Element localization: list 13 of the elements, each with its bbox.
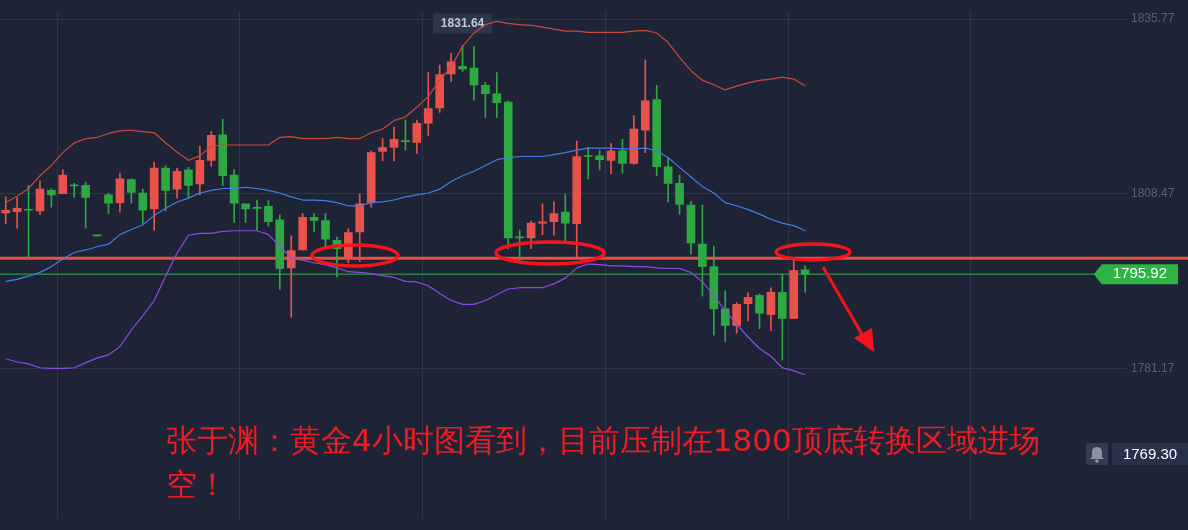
y-tick-label: 1781.17 <box>1131 360 1175 375</box>
candlestick <box>12 197 22 229</box>
y-tick-label: 1808.47 <box>1131 186 1175 201</box>
ref-line-label: 1795.92 <box>1112 264 1168 282</box>
y-tick-label: 1835.77 <box>1131 11 1175 26</box>
annotation: 1831.64 <box>440 15 485 30</box>
annotation: 张于渊：黄金4小时图看到，目前压制在1800顶底转换区域进场空！ <box>166 421 1041 504</box>
candlestick <box>583 147 593 180</box>
candlestick <box>252 199 262 231</box>
candlestick <box>1 196 11 225</box>
text: 1769.30 <box>1112 443 1188 465</box>
candlestick <box>309 213 319 233</box>
candlestick <box>492 72 502 118</box>
